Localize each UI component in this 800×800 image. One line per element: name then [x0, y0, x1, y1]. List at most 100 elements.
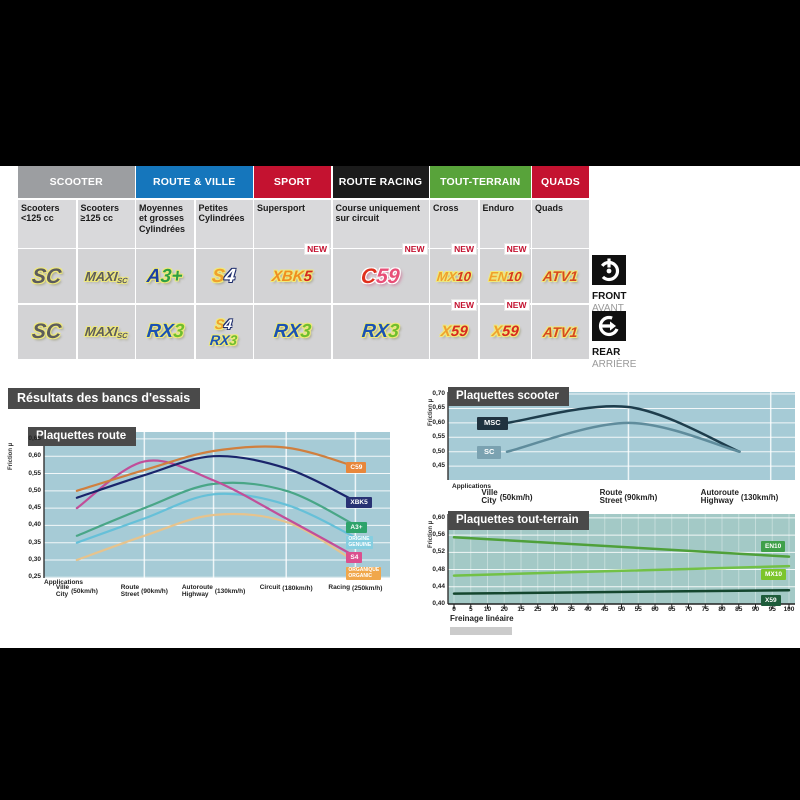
- category-line2: City: [55, 590, 69, 598]
- y-tick-label: 0,50: [432, 447, 445, 455]
- y-tick-label: 0,60: [28, 452, 41, 460]
- subheader-cell-1: Scooters ≥125 cc: [77, 199, 135, 248]
- category-line1: Route: [120, 584, 140, 591]
- product-cell-front-1: MAXISC: [77, 249, 135, 303]
- category-speed: (130km/h): [214, 588, 246, 596]
- category-names: Route Street: [600, 488, 623, 506]
- category-label: Ville City (50km/h): [55, 584, 98, 599]
- y-tick-label: 0,35: [28, 538, 41, 546]
- logo-part: 3: [171, 321, 185, 342]
- product-logo: SC: [31, 320, 63, 343]
- category-speed: (50km/h): [71, 588, 98, 596]
- category-speed: (250km/h): [352, 585, 383, 592]
- category-label: Autoroute Highway (130km/h): [701, 488, 779, 506]
- rear-side-block: REAR ARRIÈRE: [592, 311, 652, 370]
- x-tick-label: 90: [751, 606, 760, 613]
- y-tick-label: 0,48: [432, 565, 445, 573]
- x-tick-label: 75: [701, 606, 709, 613]
- product-logo: X59: [491, 323, 520, 340]
- x-tick-label: 35: [567, 606, 575, 613]
- logo-part: RX: [272, 321, 302, 342]
- series-label-line: ORGANIQUE: [348, 567, 380, 574]
- subheader-cell-2: Moyennes et grosses Cylindrées: [136, 199, 194, 248]
- rear-sublabel: ARRIÈRE: [592, 359, 637, 370]
- logo-part: 59: [375, 264, 401, 288]
- logo-part: EN: [487, 268, 508, 284]
- logo-part: RX: [360, 321, 390, 342]
- series-label-x59: X59: [761, 594, 781, 606]
- x-tick-label: 100: [783, 606, 795, 613]
- category-names: Ville City: [481, 488, 497, 506]
- new-badge: NEW: [452, 244, 476, 254]
- category-names: Circuit: [259, 584, 281, 592]
- product-cell-rear-3: S4 RX3: [195, 304, 253, 359]
- category-line2: City: [481, 496, 497, 506]
- category-line1: Ville: [55, 584, 70, 591]
- category-header-quads: QUADS: [532, 166, 589, 198]
- rear-label: REAR: [592, 347, 621, 358]
- logo-part: SC: [31, 264, 63, 288]
- y-tick-label: 0,25: [28, 573, 41, 581]
- chart-toutterrain-title: Plaquettes tout-terrain: [448, 511, 589, 530]
- logo-part: 59: [500, 323, 520, 340]
- x-tick-label: 40: [584, 606, 592, 613]
- category-label: Racing (250km/h): [328, 584, 383, 592]
- product-logo: MAXISC: [83, 268, 128, 285]
- y-tick-label: 0,50: [28, 486, 41, 494]
- new-badge: NEW: [402, 244, 427, 254]
- y-tick-label: 0,70: [432, 390, 445, 398]
- category-label: Ville City (50km/h): [481, 488, 532, 506]
- logo-part: MAXI: [83, 268, 118, 284]
- x-tick-label: 55: [634, 606, 642, 613]
- product-cell-front-3: S4: [195, 249, 253, 303]
- category-header-sport: SPORT: [254, 166, 331, 198]
- logo-part: 3+: [159, 265, 184, 287]
- category-label: Route Street (90km/h): [600, 488, 658, 506]
- product-logo: S4: [211, 265, 237, 287]
- product-cell-front-5: C59 NEW: [332, 244, 429, 303]
- series-label-line: GENUINE: [348, 541, 372, 548]
- y-tick-label: 0,55: [28, 469, 41, 477]
- product-cell-front-2: A3+: [136, 249, 194, 303]
- logo-part: RX: [145, 321, 175, 342]
- product-logo: RX3: [145, 321, 185, 342]
- x-tick-label: 50: [617, 606, 626, 613]
- series-label-mx10: MX10: [761, 568, 786, 580]
- x-tick-label: 25: [534, 606, 542, 613]
- category-line1: Circuit: [259, 584, 281, 592]
- x-tick-label: 10: [483, 606, 492, 613]
- product-cell-rear-4: RX3: [254, 304, 331, 359]
- logo-part: 4: [223, 265, 237, 287]
- subheader-cell-4: Supersport: [254, 199, 331, 248]
- series-label-s4: S4: [346, 551, 363, 564]
- subheader-cell-3: Petites Cylindrées: [195, 199, 253, 248]
- category-names: Autoroute Highway: [182, 584, 213, 599]
- category-names: Ville City: [55, 584, 70, 599]
- product-logo: RX3: [360, 321, 401, 342]
- category-header-route-racing: ROUTE RACING: [332, 166, 429, 198]
- category-header-tout-terrain: TOUT-TERRAIN: [430, 166, 531, 198]
- subheader-cell-7: Enduro: [479, 199, 531, 248]
- new-badge: NEW: [504, 299, 529, 310]
- series-label-organique: ORGANIQUE ORGANIC: [346, 567, 382, 581]
- chart-route-title: Plaquettes route: [28, 427, 137, 446]
- logo-part: 3: [387, 321, 401, 342]
- subheader-cell-0: Scooters <125 cc: [18, 199, 76, 248]
- chart-route-applications-caption: Applications: [44, 579, 84, 586]
- category-names: Route Street: [120, 584, 140, 599]
- product-cell-front-0: SC: [18, 249, 76, 303]
- chart-route-ylabel: Friction µ: [8, 442, 14, 470]
- new-badge: NEW: [452, 299, 476, 310]
- logo-part: SC: [31, 320, 63, 343]
- product-logo: A3+: [146, 265, 184, 287]
- new-badge: NEW: [504, 244, 529, 254]
- product-logo: RX3: [272, 321, 312, 342]
- category-label: Autoroute Highway (130km/h): [182, 584, 246, 599]
- rear-brake-disc-icon: [592, 311, 626, 341]
- x-tick-label: 65: [668, 606, 676, 613]
- logo-part: 10: [506, 268, 523, 284]
- y-tick-label: 0,40: [432, 600, 445, 607]
- product-cell-rear-0: SC: [18, 304, 76, 359]
- product-logo: MAXISC: [84, 324, 128, 340]
- x-tick-label: 45: [601, 606, 609, 613]
